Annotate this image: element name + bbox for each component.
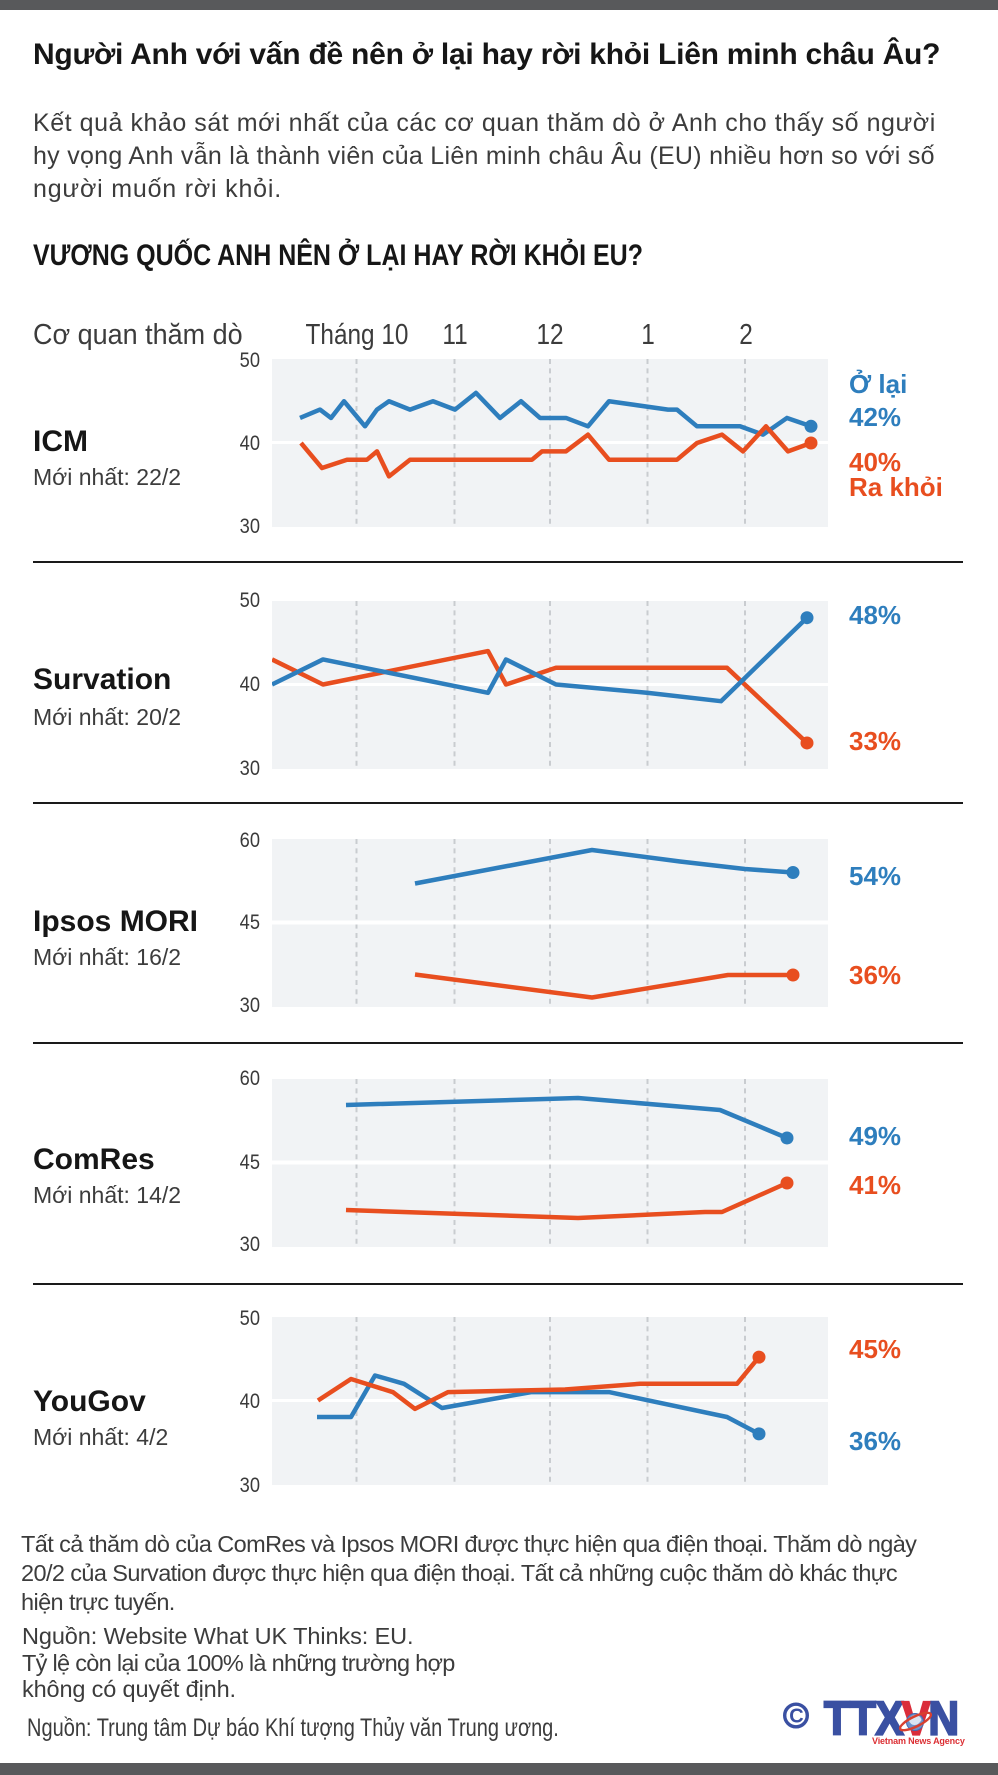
svg-text:T: T (824, 1694, 850, 1745)
svg-text:C: C (789, 1706, 803, 1728)
svg-text:Vietnam News Agency: Vietnam News Agency (872, 1736, 965, 1746)
svg-text:X: X (876, 1694, 904, 1745)
svg-text:T: T (850, 1694, 876, 1745)
svg-text:N: N (929, 1694, 960, 1745)
